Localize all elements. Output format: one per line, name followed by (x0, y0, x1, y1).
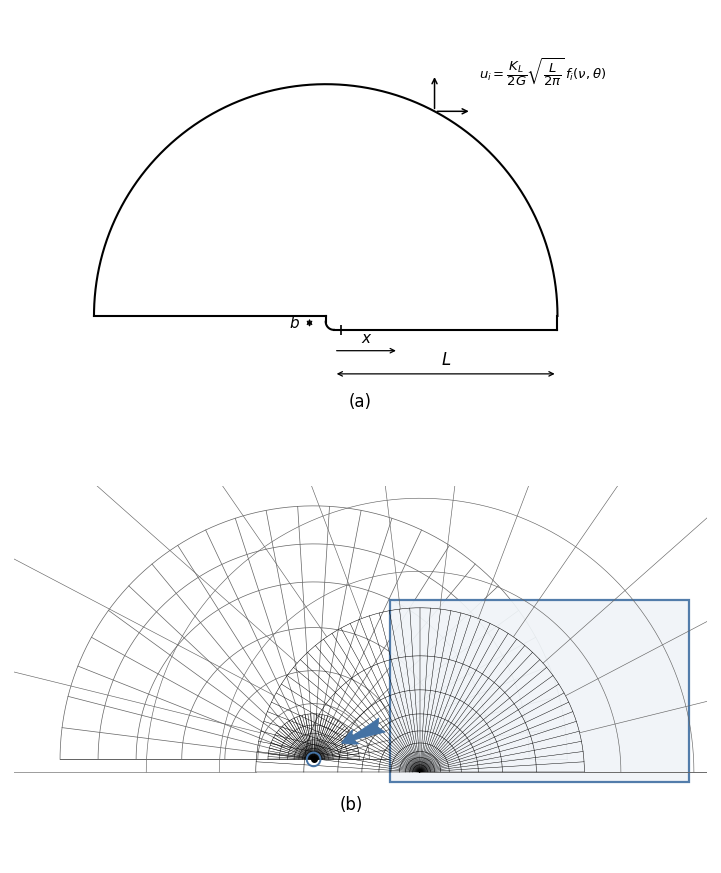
Text: $L$: $L$ (441, 351, 451, 369)
Text: $x$: $x$ (360, 331, 372, 346)
Text: $b$: $b$ (289, 315, 300, 331)
Text: (a): (a) (349, 393, 372, 410)
Bar (389, 600, 689, 782)
Text: (b): (b) (340, 796, 363, 814)
Text: $u_i = \dfrac{K_L}{2G}\sqrt{\dfrac{L}{2\pi}}\, f_i(\nu, \theta)$: $u_i = \dfrac{K_L}{2G}\sqrt{\dfrac{L}{2\… (479, 57, 606, 89)
